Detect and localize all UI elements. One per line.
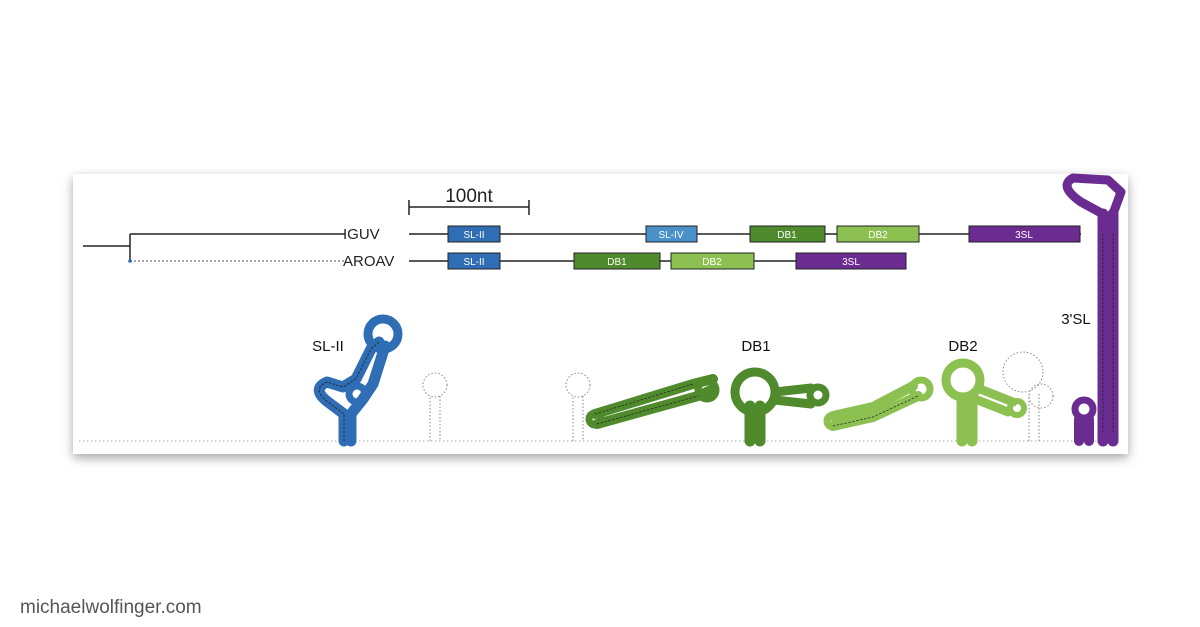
- taxon-iguv: IGUV: [343, 226, 380, 243]
- domain-box: [447, 252, 501, 270]
- domain-box: [749, 225, 826, 243]
- domain-box: [836, 225, 920, 243]
- domain-label: DB2: [702, 257, 722, 268]
- scale-bar: 100nt: [408, 186, 530, 215]
- domain-box: [670, 252, 755, 270]
- domain-box: [968, 225, 1081, 243]
- domain-label: 3SL: [842, 257, 860, 268]
- domain-box: [447, 225, 501, 243]
- domain-label: DB1: [777, 230, 797, 241]
- structure-sl2: [313, 314, 403, 447]
- structure-db1: [585, 367, 830, 447]
- domain-label: 3SL: [1015, 230, 1033, 241]
- domain-label: DB1: [607, 257, 627, 268]
- domain-label: SL-IV: [658, 230, 683, 241]
- track-iguv: SL-II SL-IV DB1 DB2 3SL: [409, 225, 1081, 243]
- label-sl2: SL-II: [312, 338, 344, 355]
- domain-box: [795, 252, 907, 270]
- domain-label: SL-II: [463, 257, 484, 268]
- grey-hairpins: [422, 351, 1054, 441]
- domain-box: [573, 252, 661, 270]
- label-3sl: 3'SL: [1061, 311, 1091, 328]
- structure-db2: [823, 358, 1027, 447]
- label-db1: DB1: [741, 338, 770, 355]
- domain-label: SL-II: [463, 230, 484, 241]
- track-aroav: SL-II DB1 DB2 3SL: [409, 252, 907, 270]
- footer-credit: michaelwolfinger.com: [20, 597, 202, 618]
- label-db2: DB2: [948, 338, 977, 355]
- scale-label: 100nt: [445, 186, 493, 207]
- domain-box: [645, 225, 698, 243]
- structure-3sl: [1062, 173, 1126, 447]
- taxon-aroav: AROAV: [343, 253, 394, 270]
- domain-label: DB2: [868, 230, 888, 241]
- phylo-tree: IGUV AROAV: [83, 226, 394, 270]
- figure-svg: 100nt IGUV AROAV SL-II SL-IV DB1 DB2 3SL…: [79, 173, 1126, 447]
- figure-panel: 100nt IGUV AROAV SL-II SL-IV DB1 DB2 3SL…: [73, 173, 1128, 454]
